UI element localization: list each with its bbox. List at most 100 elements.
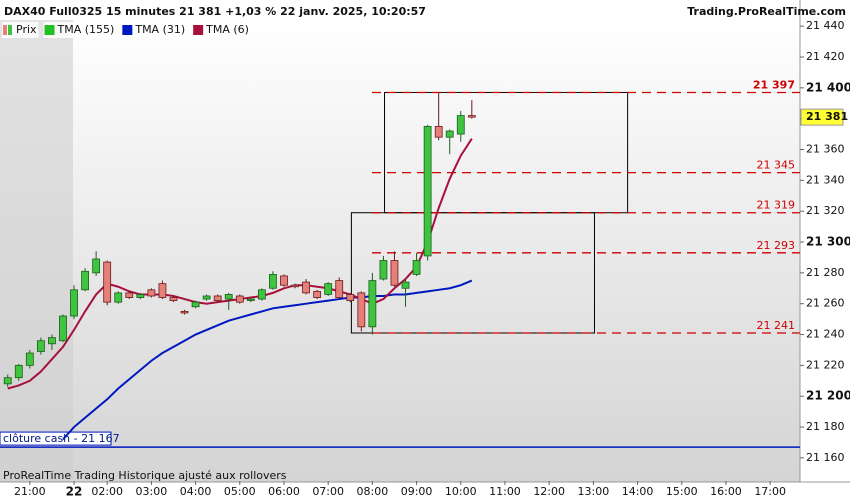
candle-body [125, 292, 134, 298]
legend-label: TMA (155) [57, 23, 115, 36]
x-tick-label: 05:00 [224, 485, 256, 498]
legend-bg [121, 22, 188, 38]
level-label: 21 319 [757, 199, 796, 212]
last-price-label: 21 381 [806, 110, 848, 123]
candle-body [235, 295, 244, 303]
x-tick-label: 21:00 [14, 485, 46, 498]
chart-title: DAX40 Full0325 15 minutes 21 381 +1,03 %… [4, 5, 426, 18]
x-tick-label: 06:00 [268, 485, 300, 498]
level-label: 21 293 [757, 239, 796, 252]
candle-body [368, 280, 377, 328]
x-tick-label: 11:00 [489, 485, 521, 498]
candle-body [25, 352, 34, 366]
legend-swatch [8, 25, 12, 35]
candle-body [434, 125, 443, 138]
legend-swatch [3, 25, 7, 35]
candle-body [246, 298, 255, 302]
candle-body [257, 289, 266, 300]
candle-body [158, 283, 167, 298]
candle-body [269, 273, 277, 289]
candle-body [335, 280, 344, 298]
tma-line [62, 279, 473, 441]
candle-body [401, 281, 410, 289]
x-tick-label: 02:00 [91, 485, 123, 498]
legend-item: TMA (31) [121, 22, 188, 38]
candle-body [357, 292, 366, 328]
candle-body [169, 297, 178, 302]
candle-body [456, 115, 465, 135]
previous-session [0, 20, 73, 482]
legend-swatch [122, 25, 133, 35]
candle-body [103, 261, 112, 303]
x-tick-label: 07:00 [312, 485, 344, 498]
x-tick-label: 10:00 [445, 485, 477, 498]
candle-body [14, 364, 23, 379]
legend-swatch [44, 25, 55, 35]
candle-body [191, 301, 200, 308]
y-tick-label: 21 280 [806, 266, 845, 279]
zone-box [350, 212, 595, 334]
y-tick-label: 21 420 [806, 50, 845, 63]
cash-close-label: clôture cash - 21 167 [3, 432, 120, 445]
x-tick-label: 13:00 [578, 485, 610, 498]
y-tick-label: 21 240 [806, 328, 845, 341]
legend-label: Prix [16, 23, 37, 36]
candle-body [136, 294, 145, 298]
footer: ProRealTime Trading Historique ajusté au… [3, 469, 287, 482]
x-tick-label: 16:00 [710, 485, 742, 498]
level-label: 21 241 [757, 319, 796, 332]
candle-body [390, 260, 399, 286]
candle-body [36, 340, 45, 352]
candle-body [81, 270, 89, 291]
x-tick-label: 09:00 [401, 485, 433, 498]
y-tick-label: 21 400 [806, 80, 850, 94]
candle-body [213, 295, 222, 302]
legend-item: TMA (155) [43, 22, 117, 38]
candle-body [445, 130, 454, 138]
legend-item: TMA (6) [192, 22, 251, 38]
legend-label: TMA (31) [134, 23, 185, 36]
y-tick-label: 21 340 [806, 173, 845, 186]
candle-body [412, 260, 421, 275]
x-tick-label: 03:00 [136, 485, 168, 498]
legend-bg [43, 22, 117, 38]
y-tick-label: 21 200 [806, 389, 850, 403]
candle-body [202, 295, 211, 300]
y-tick-label: 21 260 [806, 297, 845, 310]
candle-body [59, 315, 67, 342]
last-price-box [800, 108, 844, 126]
y-tick-label: 21 320 [806, 204, 845, 217]
x-tick-label: 15:00 [666, 485, 698, 498]
candle-body [423, 125, 432, 257]
source: Trading.ProRealTime.com [687, 5, 846, 18]
y-tick-label: 21 160 [806, 451, 845, 464]
candle-body [48, 337, 56, 345]
candle-body [147, 289, 156, 297]
legend-label: TMA (6) [205, 23, 249, 36]
y-tick-label: 21 180 [806, 420, 845, 433]
legend-bg [192, 22, 251, 38]
y-tick-label: 21 440 [806, 19, 845, 32]
y-tick-label: 21 220 [806, 358, 845, 371]
candle-body [324, 283, 333, 295]
candle-body [70, 289, 78, 317]
x-tick-label: 22 [66, 485, 83, 499]
x-tick-label: 14:00 [622, 485, 654, 498]
candle-body [92, 258, 101, 274]
x-tick-label: 12:00 [533, 485, 565, 498]
candle-body [302, 281, 310, 294]
candle-body [467, 115, 476, 118]
candle-body [379, 260, 388, 280]
cash-close-box [0, 431, 112, 446]
legend-item: Prix [2, 22, 39, 38]
x-tick-label: 17:00 [754, 485, 786, 498]
level-label: 21 397 [753, 78, 795, 91]
y-tick-label: 21 300 [806, 235, 850, 249]
candle-body [291, 284, 299, 288]
x-tick-label: 08:00 [357, 485, 389, 498]
level-label: 21 345 [757, 159, 796, 172]
y-tick-label: 21 360 [806, 143, 845, 156]
candle-body [346, 294, 355, 302]
x-tick-label: 04:00 [180, 485, 212, 498]
